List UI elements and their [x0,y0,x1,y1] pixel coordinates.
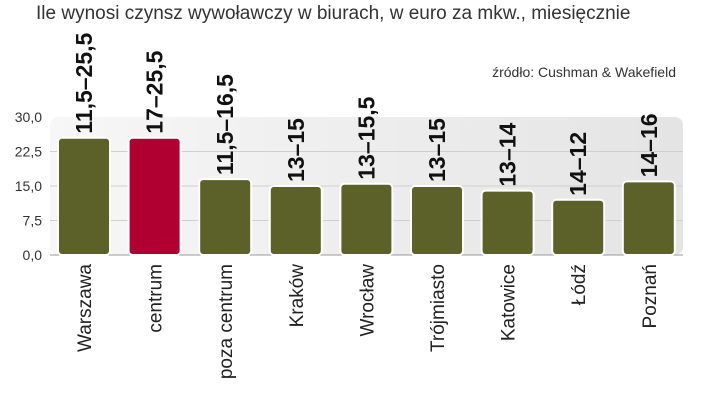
bar-range-label: 13–15 [283,118,309,182]
category-label: Kraków [287,264,308,328]
bar-range-label: 13–15 [424,118,450,182]
category-label: Warszawa [75,264,96,352]
y-tick-label: 22,5 [15,144,42,160]
bar [480,189,535,257]
bar-range-label: 13–15,5 [353,96,379,179]
bar [410,185,464,256]
bar [127,136,182,256]
y-tick-label: 15,0 [15,178,42,194]
bar [268,185,323,256]
category-label: poza centrum [216,264,237,379]
bar-range-label: 14–12 [565,132,591,196]
category-label: Trójmiasto [428,264,449,352]
bar [551,198,606,257]
category-label: Wrocław [357,264,378,337]
category-labels: Warszawa centrum poza centrum Kraków Wrocław… [75,264,661,380]
category-label: centrum [146,264,167,333]
bar-range-label: 13–14 [495,122,521,186]
bar-range-label: 11,5–16,5 [212,74,238,175]
y-tick-label: 0,0 [23,247,43,263]
category-label: Poznań [640,264,661,328]
range-labels: 11,5–25,5 17–25,5 11,5–16,5 13–15 13–15,5 13–… [71,32,662,195]
y-axis-ticks: 0,0 7,5 15,0 22,5 30,0 [15,109,42,263]
bar-range-label: 11,5–25,5 [71,32,97,133]
bar [339,182,394,256]
bar-range-label: 17–25,5 [142,50,168,133]
y-tick-label: 30,0 [15,109,42,125]
bar-range-label: 14–16 [636,113,662,177]
category-label: Łódź [569,264,590,305]
bar [57,136,111,256]
bars [50,136,683,257]
y-tick-label: 7,5 [23,213,43,229]
chart-title: Ile wynosi czynsz wywoławczy w biurach, … [36,3,631,24]
bar [198,178,253,257]
bar [621,180,676,256]
chart-source: źródło: Cushman & Wakefield [492,64,676,80]
category-label: Katowice [499,264,520,341]
